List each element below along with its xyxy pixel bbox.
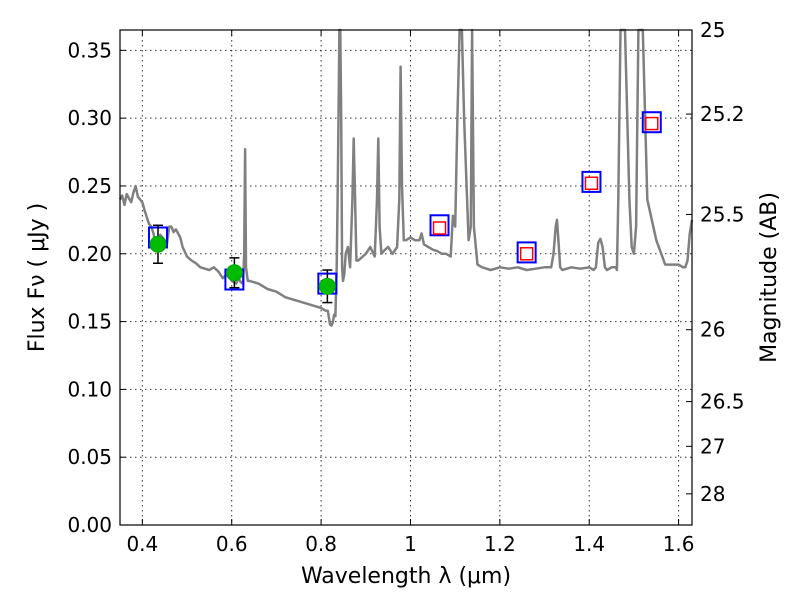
x-tick-label: 0.8 [305,532,337,556]
y2-tick-label: 26.5 [700,390,745,414]
upper-limit-point [584,176,599,190]
x-tick-label: 1.6 [663,532,695,556]
spectrum-layer [118,28,694,327]
observed-point [225,264,243,282]
markers [147,111,662,304]
axis-labels: Wavelength λ (μm) Flux Fν ( μJy ) Magnitud… [25,192,782,589]
y-tick-label: 0.35 [67,38,112,62]
upper-limit-point [432,221,447,235]
x-tick-label: 1.4 [573,532,605,556]
y2-tick-label: 26 [700,318,725,342]
y-tick-label: 0.20 [67,242,112,266]
y-axis-label: Flux Fν ( μJy ) [25,203,50,352]
y2-tick-label: 25.5 [700,202,745,226]
x-tick-label: 0.4 [126,532,158,556]
upper-limit-point [645,116,659,131]
axes-ticks: 0.4 0.6 0.8 1 1.2 1.4 1.6 0.00 0.05 0.10 0.15 0.20 0… [67,18,744,556]
x-tick-label: 1.2 [484,532,516,556]
model-box [581,170,602,193]
observed-point [318,277,336,295]
model-box [641,111,662,134]
x-tick-label: 1 [404,532,417,556]
x-tick-label: 0.6 [216,532,248,556]
observed-point [149,235,167,253]
model-box [429,214,450,237]
y-tick-label: 0.05 [67,445,112,469]
y-tick-label: 0.15 [67,310,112,334]
y-tick-label: 0.10 [67,377,112,401]
y-tick-label: 0.30 [67,106,112,130]
y2-tick-label: 25 [700,18,725,42]
y2-tick-label: 28 [700,482,725,506]
upper-limit-point [519,247,534,261]
plot-frame [119,29,693,526]
y2-axis-label: Magnitude (AB) [757,192,782,363]
y2-tick-label: 25.2 [700,102,745,126]
grid [120,30,692,526]
x-axis-label: Wavelength λ (μm) [301,564,511,589]
y-tick-label: 0.00 [67,513,112,537]
model-box [516,241,537,264]
y-tick-label: 0.25 [67,174,112,198]
spectrum-curve [118,28,694,327]
y2-tick-label: 27 [700,434,725,458]
